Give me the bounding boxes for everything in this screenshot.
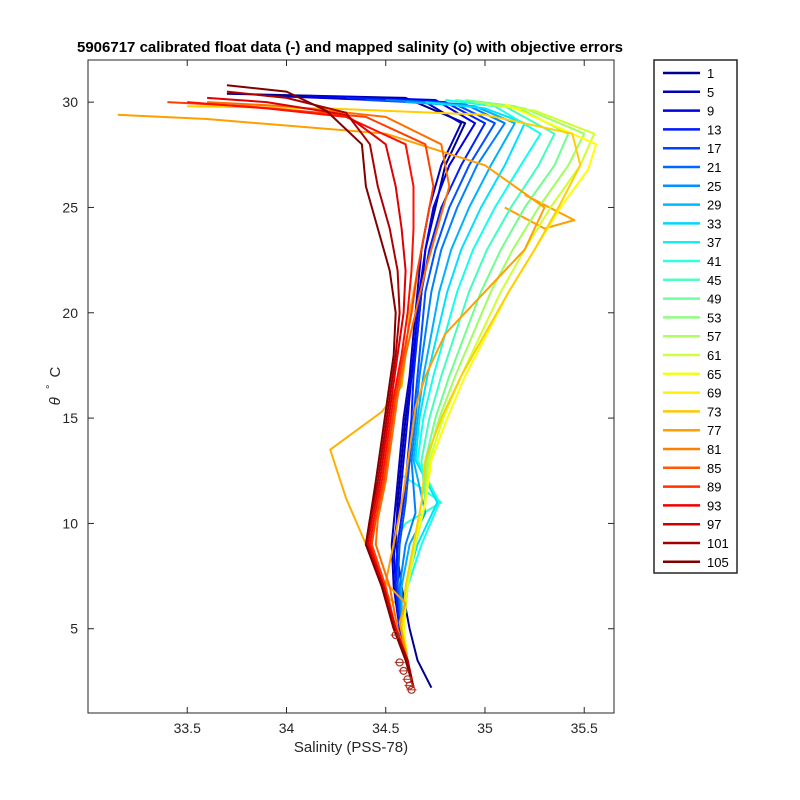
y-tick-label: 20 xyxy=(62,305,78,321)
legend-entry-77: 77 xyxy=(663,423,721,438)
legend-entry-13: 13 xyxy=(663,122,721,137)
legend-label: 29 xyxy=(707,198,721,213)
legend-label: 13 xyxy=(707,122,721,137)
legend-label: 57 xyxy=(707,329,721,344)
legend-entry-105: 105 xyxy=(663,555,729,570)
legend-label: 9 xyxy=(707,104,714,119)
y-tick-label: 5 xyxy=(70,621,78,637)
legend-entry-57: 57 xyxy=(663,329,721,344)
legend-entries: 1 5 9 13 17 21 25 29 33 37 41 45 49 53 57 61 65 69 73 77 81 8… xyxy=(663,66,729,570)
legend-label: 49 xyxy=(707,292,721,307)
x-tick-label: 35.5 xyxy=(571,720,598,736)
legend-label: 69 xyxy=(707,386,721,401)
profile-line-65 xyxy=(207,101,451,688)
profile-line-69 xyxy=(167,101,435,688)
legend-label: 85 xyxy=(707,461,721,476)
x-axis-ticks: 33.5 34 34.5 35 35.5 xyxy=(174,60,598,736)
chart-title: 5906717 calibrated float data (-) and ma… xyxy=(77,39,623,56)
mapped-salinity-markers xyxy=(390,630,417,694)
legend-label: 73 xyxy=(707,404,721,419)
y-tick-label: 10 xyxy=(62,515,78,531)
profile-line-77 xyxy=(207,96,415,688)
plot-area xyxy=(88,60,614,713)
y-tick-label: 15 xyxy=(62,410,78,426)
legend-label: 53 xyxy=(707,310,721,325)
legend-label: 25 xyxy=(707,179,721,194)
legend-label: 17 xyxy=(707,141,721,156)
legend-label: 65 xyxy=(707,367,721,382)
legend-entry-9: 9 xyxy=(663,104,714,119)
legend-entry-29: 29 xyxy=(663,198,721,213)
legend-entry-89: 89 xyxy=(663,480,721,495)
legend-entry-61: 61 xyxy=(663,348,721,363)
legend-label: 97 xyxy=(707,517,721,532)
legend-entry-53: 53 xyxy=(663,310,721,325)
legend-entry-97: 97 xyxy=(663,517,721,532)
legend-entry-5: 5 xyxy=(663,85,714,100)
legend-label: 21 xyxy=(707,160,721,175)
legend-label: 45 xyxy=(707,273,721,288)
profile-lines xyxy=(117,84,598,689)
profile-line-57 xyxy=(187,105,582,688)
profile-line-61 xyxy=(117,113,546,688)
profile-line-85 xyxy=(226,84,415,688)
legend-entry-45: 45 xyxy=(663,273,721,288)
svg-text:θ ° C: θ ° C xyxy=(41,366,64,405)
legend-label: 1 xyxy=(707,66,714,81)
legend-label: 41 xyxy=(707,254,721,269)
legend-entry-41: 41 xyxy=(663,254,721,269)
x-tick-label: 33.5 xyxy=(174,720,201,736)
legend-label: 89 xyxy=(707,480,721,495)
legend-entry-65: 65 xyxy=(663,367,721,382)
x-tick-label: 34 xyxy=(279,720,295,736)
legend-entry-101: 101 xyxy=(663,536,729,551)
y-axis-ticks: 5 10 15 20 25 30 xyxy=(62,94,614,637)
legend-entry-1: 1 xyxy=(663,66,714,81)
legend-entry-69: 69 xyxy=(663,386,721,401)
legend-label: 93 xyxy=(707,498,721,513)
x-tick-label: 35 xyxy=(477,720,493,736)
y-tick-label: 30 xyxy=(62,94,78,110)
legend-label: 77 xyxy=(707,423,721,438)
profile-line-13 xyxy=(345,96,486,688)
legend-entry-17: 17 xyxy=(663,141,721,156)
x-axis-label: Salinity (PSS-78) xyxy=(294,739,408,756)
legend-entry-21: 21 xyxy=(663,160,721,175)
profile-line-17 xyxy=(365,99,496,688)
y-axis-degree: ° xyxy=(45,385,57,389)
legend-label: 101 xyxy=(707,536,729,551)
legend-label: 81 xyxy=(707,442,721,457)
legend-label: 33 xyxy=(707,216,721,231)
legend-label: 5 xyxy=(707,85,714,100)
x-tick-label: 34.5 xyxy=(372,720,399,736)
legend-label: 105 xyxy=(707,555,729,570)
legend-entry-33: 33 xyxy=(663,216,721,231)
legend-label: 37 xyxy=(707,235,721,250)
y-tick-label: 25 xyxy=(62,199,78,215)
legend-entry-73: 73 xyxy=(663,404,721,419)
legend-entry-81: 81 xyxy=(663,442,721,457)
y-axis-unit: C xyxy=(47,366,64,377)
y-axis-label: θ ° C xyxy=(41,366,64,405)
legend-entry-49: 49 xyxy=(663,292,721,307)
legend-entry-25: 25 xyxy=(663,179,721,194)
y-axis-symbol: θ xyxy=(47,397,64,405)
legend-entry-93: 93 xyxy=(663,498,721,513)
legend-entry-85: 85 xyxy=(663,461,721,476)
legend-entry-37: 37 xyxy=(663,235,721,250)
plot-border xyxy=(87,59,615,714)
legend-label: 61 xyxy=(707,348,721,363)
profile-line-5 xyxy=(266,94,463,688)
profile-line-21 xyxy=(385,99,506,688)
